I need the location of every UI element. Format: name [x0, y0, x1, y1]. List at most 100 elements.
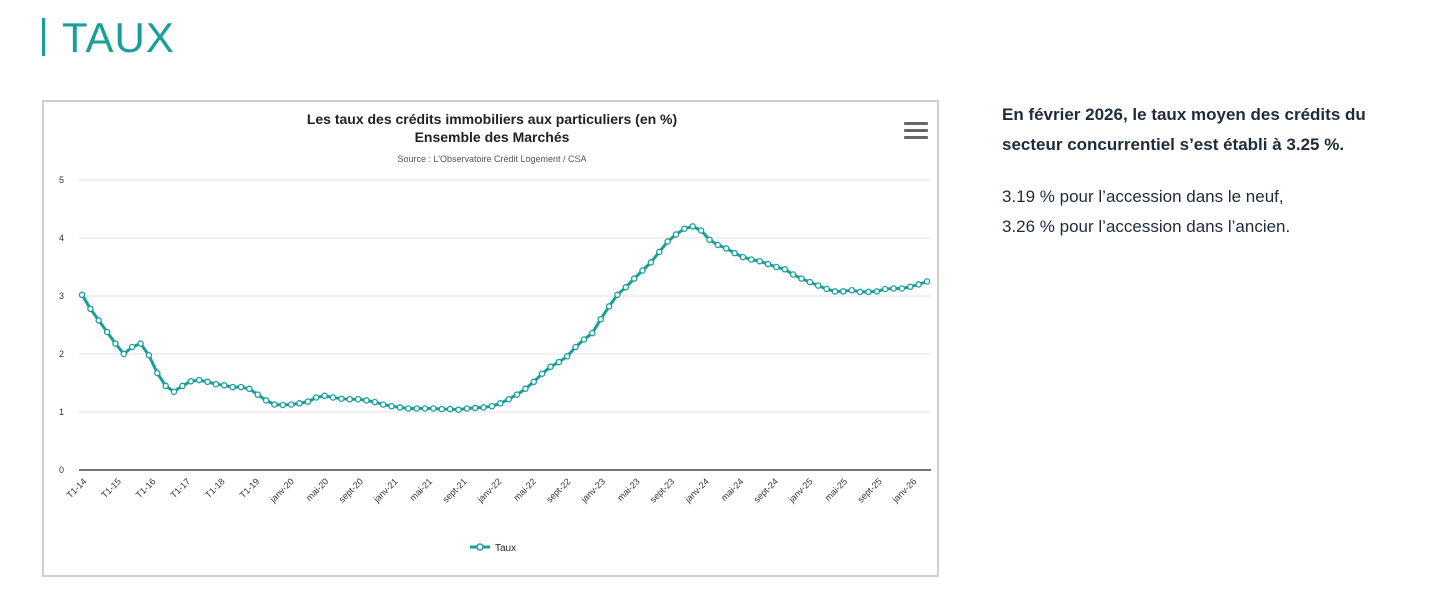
data-point[interactable]: [848, 286, 855, 294]
data-point[interactable]: [430, 405, 437, 412]
data-point[interactable]: [480, 404, 487, 411]
data-point[interactable]: [513, 391, 521, 398]
data-point[interactable]: [764, 260, 772, 268]
data-point[interactable]: [614, 291, 621, 299]
data-point[interactable]: [915, 281, 922, 288]
data-point[interactable]: [781, 266, 789, 273]
data-point[interactable]: [220, 382, 228, 389]
data-point[interactable]: [405, 405, 412, 412]
data-point[interactable]: [589, 329, 596, 337]
data-point[interactable]: [95, 317, 102, 324]
data-point[interactable]: [87, 305, 94, 313]
data-point[interactable]: [806, 278, 814, 286]
data-point[interactable]: [605, 303, 613, 310]
data-point[interactable]: [505, 395, 512, 403]
data-point[interactable]: [262, 397, 270, 404]
data-point[interactable]: [497, 400, 504, 407]
data-point[interactable]: [681, 225, 688, 232]
data-point[interactable]: [647, 259, 655, 266]
data-point[interactable]: [865, 288, 872, 296]
data-point[interactable]: [413, 405, 420, 412]
data-point[interactable]: [279, 401, 287, 409]
data-point[interactable]: [563, 353, 571, 360]
data-point[interactable]: [814, 282, 822, 289]
data-point[interactable]: [530, 378, 538, 386]
data-point[interactable]: [162, 382, 169, 390]
data-point[interactable]: [572, 343, 579, 351]
data-point[interactable]: [823, 285, 830, 293]
data-point[interactable]: [881, 285, 889, 293]
data-point[interactable]: [179, 382, 186, 390]
data-point[interactable]: [103, 328, 111, 336]
data-point[interactable]: [538, 370, 546, 377]
data-point[interactable]: [154, 369, 161, 377]
data-point[interactable]: [187, 378, 195, 385]
data-point[interactable]: [145, 351, 153, 359]
data-point[interactable]: [630, 275, 638, 282]
data-point[interactable]: [438, 405, 446, 413]
data-point[interactable]: [128, 343, 136, 351]
data-point[interactable]: [396, 404, 404, 411]
data-point[interactable]: [555, 358, 563, 366]
data-point[interactable]: [388, 402, 395, 410]
data-point[interactable]: [722, 245, 730, 252]
data-point[interactable]: [112, 340, 119, 347]
data-point[interactable]: [907, 283, 914, 290]
data-point[interactable]: [748, 256, 755, 263]
data-point[interactable]: [137, 340, 144, 347]
data-point[interactable]: [739, 253, 747, 261]
data-point[interactable]: [329, 394, 337, 401]
data-point[interactable]: [237, 383, 245, 391]
data-point[interactable]: [697, 227, 705, 234]
data-point[interactable]: [170, 388, 178, 395]
data-point[interactable]: [547, 363, 554, 371]
data-point[interactable]: [229, 383, 236, 391]
data-point[interactable]: [321, 392, 328, 400]
data-point[interactable]: [195, 376, 203, 384]
data-point[interactable]: [296, 400, 303, 407]
data-point[interactable]: [756, 257, 763, 265]
data-point[interactable]: [271, 401, 278, 408]
data-point[interactable]: [78, 291, 86, 299]
chart-menu-button[interactable]: [904, 122, 928, 142]
data-point[interactable]: [421, 405, 429, 412]
data-point[interactable]: [212, 380, 220, 388]
data-point[interactable]: [379, 401, 387, 408]
data-point[interactable]: [731, 249, 738, 257]
data-point[interactable]: [672, 231, 680, 238]
data-point[interactable]: [890, 285, 897, 292]
data-point[interactable]: [706, 236, 713, 243]
data-point[interactable]: [455, 406, 462, 413]
data-point[interactable]: [923, 278, 931, 285]
data-point[interactable]: [471, 404, 479, 412]
data-point[interactable]: [313, 394, 320, 401]
data-point[interactable]: [346, 395, 353, 403]
data-point[interactable]: [664, 238, 671, 245]
data-point[interactable]: [246, 385, 253, 393]
data-point[interactable]: [446, 405, 454, 413]
data-point[interactable]: [304, 398, 312, 405]
data-point[interactable]: [354, 395, 362, 403]
data-point[interactable]: [597, 315, 604, 323]
data-point[interactable]: [639, 267, 646, 274]
data-point[interactable]: [656, 248, 663, 256]
data-point[interactable]: [873, 288, 881, 295]
data-point[interactable]: [463, 405, 471, 412]
data-point[interactable]: [714, 241, 722, 249]
data-point[interactable]: [254, 391, 261, 398]
data-point[interactable]: [488, 402, 496, 410]
data-point[interactable]: [856, 288, 864, 296]
legend[interactable]: Taux: [470, 543, 516, 554]
data-point[interactable]: [831, 288, 839, 295]
data-point[interactable]: [580, 336, 588, 343]
data-point[interactable]: [789, 271, 797, 278]
data-point[interactable]: [773, 263, 780, 271]
data-point[interactable]: [898, 285, 906, 292]
data-point[interactable]: [287, 401, 295, 408]
data-point[interactable]: [522, 385, 529, 393]
data-point[interactable]: [689, 223, 696, 230]
data-point[interactable]: [120, 350, 128, 358]
data-point[interactable]: [798, 275, 805, 282]
data-point[interactable]: [363, 397, 370, 404]
data-point[interactable]: [371, 398, 379, 406]
